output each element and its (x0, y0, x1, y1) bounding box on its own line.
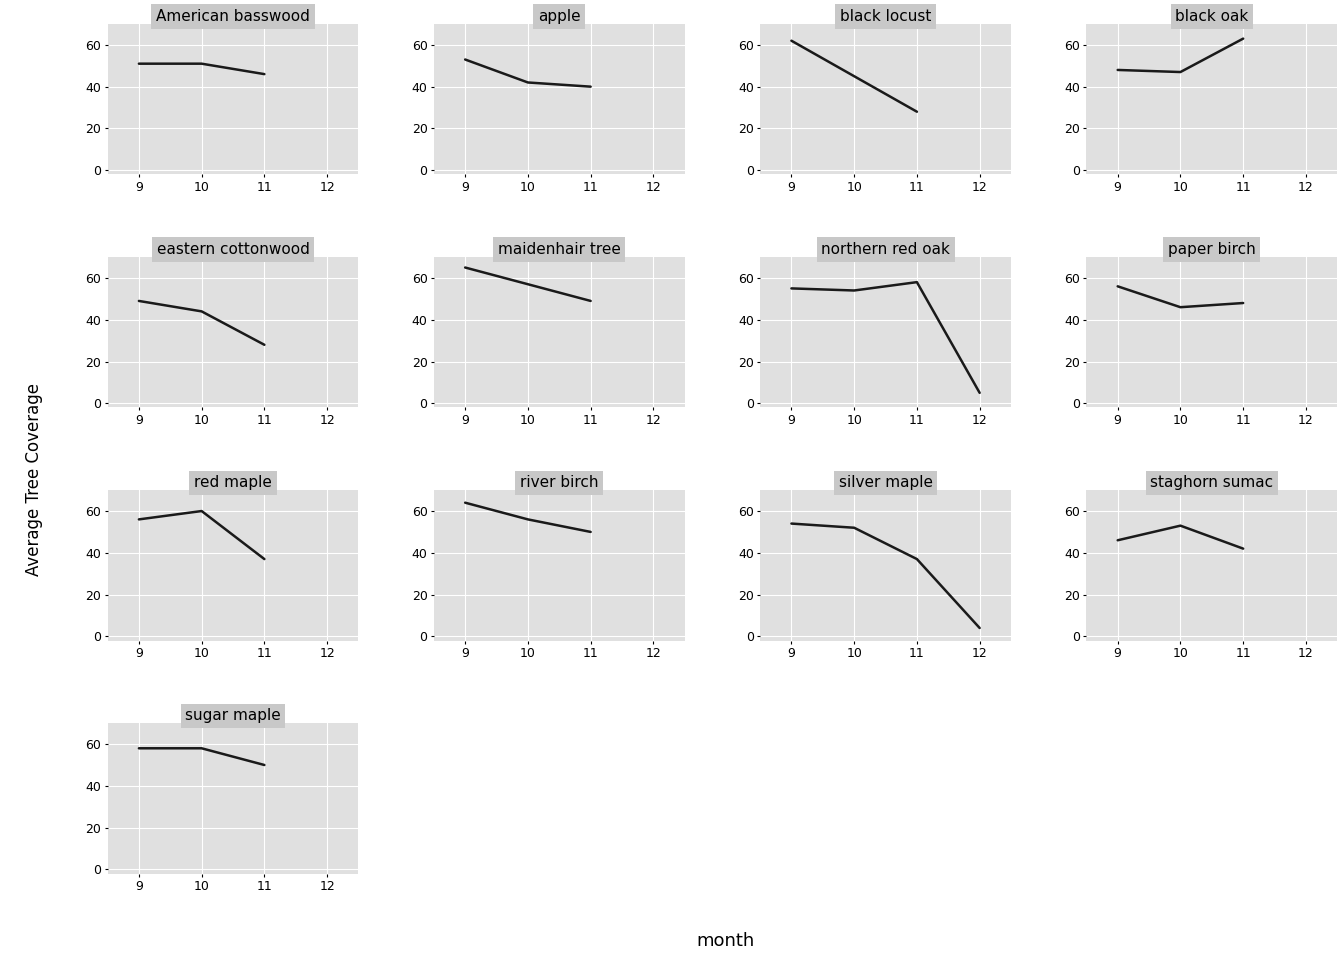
Text: red maple: red maple (194, 475, 271, 491)
Text: black oak: black oak (1175, 9, 1249, 24)
Text: maidenhair tree: maidenhair tree (497, 242, 621, 257)
Text: Average Tree Coverage: Average Tree Coverage (24, 383, 43, 577)
Text: silver maple: silver maple (839, 475, 933, 491)
Text: eastern cottonwood: eastern cottonwood (156, 242, 309, 257)
Text: American basswood: American basswood (156, 9, 310, 24)
Text: staghorn sumac: staghorn sumac (1150, 475, 1273, 491)
Text: month: month (696, 932, 755, 949)
Text: river birch: river birch (520, 475, 598, 491)
Text: black locust: black locust (840, 9, 931, 24)
Text: paper birch: paper birch (1168, 242, 1255, 257)
Text: sugar maple: sugar maple (185, 708, 281, 723)
Text: apple: apple (538, 9, 581, 24)
Text: northern red oak: northern red oak (821, 242, 950, 257)
